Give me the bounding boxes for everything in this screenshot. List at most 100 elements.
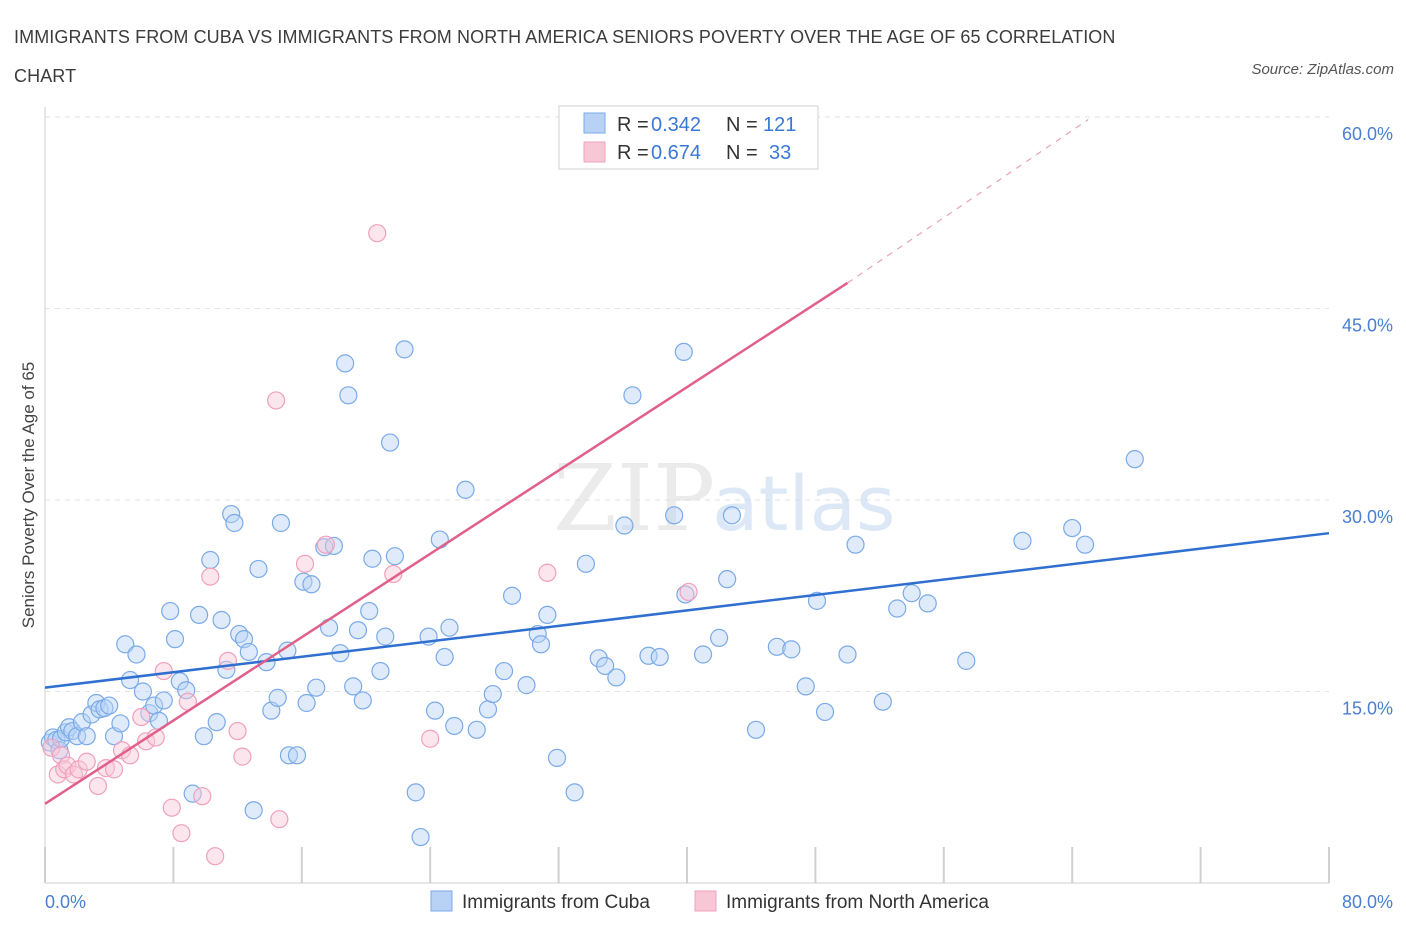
cuba-point-105 xyxy=(722,506,742,525)
cuba-point-56 xyxy=(319,618,339,637)
north-america-point-22 xyxy=(206,847,225,866)
cuba-point-61 xyxy=(344,677,363,696)
cuba-point-63 xyxy=(353,691,372,710)
cuba-point-77 xyxy=(440,618,459,637)
legend-n-label-1: N = xyxy=(726,114,758,136)
north-america-point-26 xyxy=(267,391,286,410)
trend-line-cuba xyxy=(44,531,1330,689)
north-america-point-30 xyxy=(368,224,387,243)
bottom-legend: Immigrants from Cuba Immigrants from Nor… xyxy=(430,890,989,913)
cuba-point-78 xyxy=(445,716,464,736)
cuba-point-111 xyxy=(815,702,835,722)
north-america-point-21 xyxy=(201,567,220,586)
cuba-point-64 xyxy=(360,601,379,621)
cuba-point-116 xyxy=(902,584,921,603)
north-america-point-17 xyxy=(162,798,181,817)
cuba-point-71 xyxy=(406,783,425,802)
cuba-point-108 xyxy=(782,640,801,659)
cuba-point-29 xyxy=(177,681,196,700)
north-america-point-16 xyxy=(154,661,173,681)
cuba-point-122 xyxy=(1125,450,1144,469)
cuba-point-15 xyxy=(100,696,119,715)
cuba-point-76 xyxy=(435,647,454,667)
north-america-point-18 xyxy=(172,824,191,843)
north-america-point-25 xyxy=(233,747,252,766)
cuba-point-90 xyxy=(565,783,584,802)
chart-title: IMMIGRANTS FROM CUBA VS IMMIGRANTS FROM … xyxy=(14,27,1116,86)
legend-n-label-2: N = xyxy=(726,142,758,164)
cuba-point-80 xyxy=(467,720,486,739)
cuba-point-53 xyxy=(302,575,321,594)
cuba-point-87 xyxy=(531,635,551,654)
trend-line-north-america-extension xyxy=(847,119,1089,284)
cuba-point-32 xyxy=(194,727,213,746)
north-america-point-5 xyxy=(64,765,83,784)
y-tick-label-0: 15.0% xyxy=(1342,699,1393,719)
cuba-point-18 xyxy=(116,635,135,654)
cuba-point-102 xyxy=(693,645,713,664)
cuba-point-35 xyxy=(212,610,231,630)
bottom-legend-swatch-north-america xyxy=(694,890,717,912)
x-tick-label-0: 0.0% xyxy=(45,892,86,912)
north-america-point-20 xyxy=(193,787,212,806)
cuba-point-34 xyxy=(207,713,226,732)
north-america-point-24 xyxy=(228,721,247,741)
x-tick-labels: 0.0% 80.0% xyxy=(45,892,1393,912)
cuba-point-72 xyxy=(411,827,430,847)
legend-swatch-cuba xyxy=(583,112,606,134)
cuba-point-91 xyxy=(576,554,595,573)
trend-line-north-america xyxy=(44,281,849,805)
north-america-point-29 xyxy=(316,535,335,554)
north-america-point-34 xyxy=(679,582,698,602)
legend-swatch-north-america xyxy=(583,141,606,163)
legend-r-label-1: R = xyxy=(617,114,649,136)
north-america-point-31 xyxy=(384,564,403,584)
y-tick-label-3: 60.0% xyxy=(1342,124,1393,144)
cuba-point-27 xyxy=(165,630,185,649)
cuba-point-83 xyxy=(494,661,514,681)
north-america-point-10 xyxy=(104,760,124,779)
cuba-point-94 xyxy=(607,668,626,687)
north-america-point-7 xyxy=(77,752,96,771)
y-tick-labels: 15.0% 30.0% 45.0% 60.0% xyxy=(1342,124,1393,719)
cuba-point-5 xyxy=(56,723,75,742)
cuba-point-115 xyxy=(888,599,907,618)
chart-source: Source: ZipAtlas.com xyxy=(1251,61,1394,78)
north-america-point-8 xyxy=(88,776,108,796)
north-america-point-32 xyxy=(421,729,440,748)
cuba-point-75 xyxy=(430,530,449,549)
y-tick-label-1: 30.0% xyxy=(1342,507,1393,527)
bottom-legend-swatch-cuba xyxy=(430,890,453,912)
cuba-point-60 xyxy=(339,386,358,405)
cuba-point-31 xyxy=(189,605,209,625)
cuba-point-104 xyxy=(718,570,737,589)
legend-r-label-2: R = xyxy=(617,142,649,164)
cuba-point-107 xyxy=(767,637,786,656)
cuba-point-119 xyxy=(1013,531,1032,550)
north-america-point-27 xyxy=(270,810,289,829)
cuba-point-65 xyxy=(363,549,382,568)
north-america-point-2 xyxy=(51,746,71,765)
cuba-point-85 xyxy=(517,676,536,695)
cuba-point-110 xyxy=(807,591,827,610)
cuba-point-79 xyxy=(456,480,475,499)
legend-r-value-2: 0.674 xyxy=(651,142,701,164)
watermark-zip: ZIP xyxy=(553,445,715,552)
cuba-point-103 xyxy=(709,628,729,647)
cuba-point-10 xyxy=(77,727,96,746)
cuba-point-20 xyxy=(127,645,146,664)
bottom-legend-label-cuba: Immigrants from Cuba xyxy=(462,892,650,913)
cuba-point-70 xyxy=(395,340,414,359)
cuba-point-117 xyxy=(918,594,937,613)
cuba-point-28 xyxy=(170,672,189,691)
cuba-point-82 xyxy=(483,684,502,704)
cuba-point-59 xyxy=(336,354,355,373)
cuba-point-21 xyxy=(133,682,153,701)
cuba-point-14 xyxy=(95,698,114,718)
cuba-point-88 xyxy=(538,605,557,625)
cuba-point-39 xyxy=(230,624,249,644)
cuba-point-98 xyxy=(650,647,669,667)
cuba-point-99 xyxy=(665,506,684,525)
bottom-legend-label-north-america: Immigrants from North America xyxy=(726,892,989,913)
